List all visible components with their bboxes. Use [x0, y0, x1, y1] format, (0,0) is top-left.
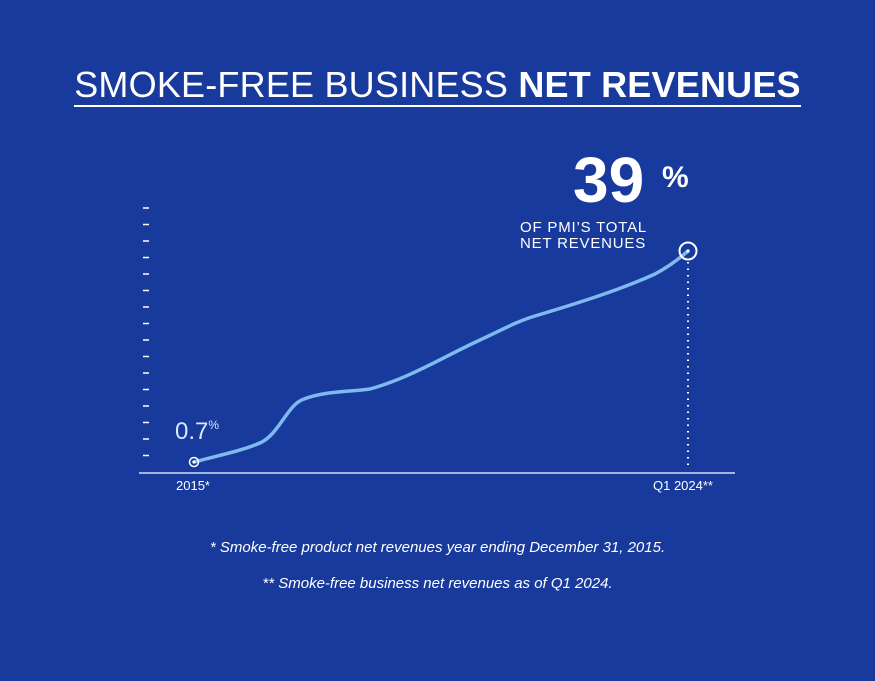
footnote-2: ** Smoke-free business net revenues as o… [262, 575, 613, 592]
end-value-unit: % [662, 161, 689, 194]
footnote-1: * Smoke-free product net revenues year e… [209, 539, 666, 556]
x-tick-label-end: Q1 2024** [653, 478, 713, 493]
end-caption-line2: NET REVENUES [520, 235, 646, 252]
y-axis-ticks [143, 207, 149, 457]
start-point-marker [188, 456, 200, 468]
chart-title-bold: NET REVENUES [518, 64, 801, 105]
start-point-dot [192, 460, 196, 464]
end-value-number: 39 [573, 144, 644, 216]
end-point-dot [686, 249, 690, 253]
chart-title-light: SMOKE-FREE BUSINESS [74, 64, 509, 105]
end-caption-line1: OF PMI’S TOTAL [520, 219, 647, 236]
revenue-line-chart: 0.7% 39 % OF PMI’S TOTAL NET REVENUES 20… [139, 144, 735, 493]
series-line [192, 249, 690, 464]
start-value-label: 0.7% [175, 418, 219, 445]
chart-title-underline: SMOKE-FREE BUSINESS NET REVENUES [74, 66, 801, 107]
chart-title: SMOKE-FREE BUSINESS NET REVENUES [0, 64, 875, 107]
x-tick-label-start: 2015* [176, 478, 210, 493]
end-point-marker [678, 241, 698, 261]
